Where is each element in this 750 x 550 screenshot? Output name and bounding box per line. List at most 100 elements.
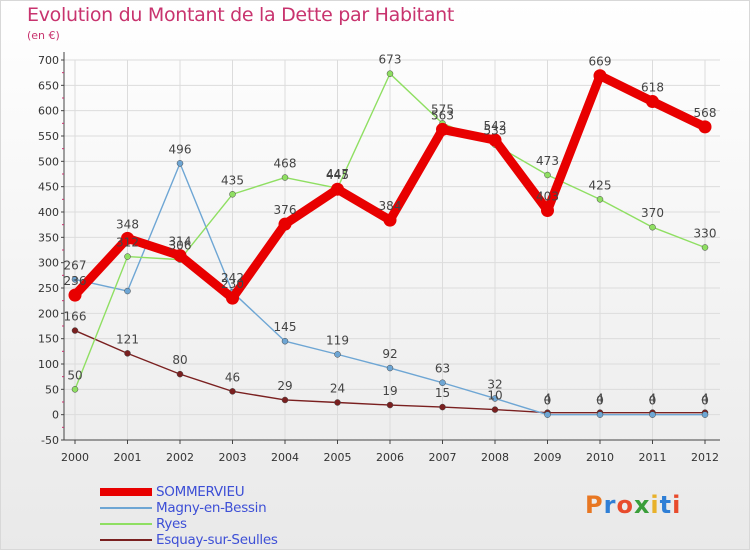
series-point — [386, 70, 394, 77]
legend-swatch — [100, 488, 152, 496]
series-point — [436, 122, 449, 136]
data-label: 0 — [544, 394, 552, 408]
y-tick-label: 350 — [38, 231, 59, 244]
x-tick-label: 2006 — [376, 451, 404, 464]
data-label: 435 — [221, 173, 244, 187]
data-label: 46 — [225, 370, 240, 384]
logo-letter: o — [616, 491, 634, 519]
series-point — [596, 411, 604, 418]
y-tick-label: 50 — [45, 383, 59, 396]
series-point — [71, 327, 79, 334]
data-label: 542 — [484, 119, 507, 133]
series-point — [386, 401, 394, 409]
x-tick-label: 2011 — [639, 451, 667, 464]
legend-item: Ryes — [100, 516, 360, 532]
data-label: 370 — [641, 206, 664, 220]
series-point — [698, 120, 712, 134]
data-label: 15 — [435, 386, 450, 400]
data-label: 267 — [64, 258, 87, 272]
data-label: 0 — [649, 394, 657, 408]
legend-label: Esquay-sur-Seulles — [156, 532, 278, 548]
y-tick-label: 400 — [38, 206, 59, 219]
y-tick-label: 500 — [38, 155, 59, 168]
series-point — [281, 174, 289, 181]
series-point — [593, 69, 607, 83]
series-point — [229, 191, 236, 198]
data-label: 563 — [431, 108, 454, 122]
logo-letter: t — [659, 491, 673, 519]
series-point — [124, 287, 131, 295]
series-point — [331, 182, 344, 196]
logo-letter: i — [650, 491, 660, 519]
legend-swatch — [100, 507, 152, 509]
y-tick-label: -50 — [41, 434, 59, 447]
data-label: 32 — [487, 377, 502, 391]
data-label: 330 — [694, 226, 717, 240]
series-point — [544, 411, 551, 418]
legend-label: SOMMERVIEU — [156, 484, 245, 500]
series-point — [596, 196, 604, 203]
data-label: 376 — [274, 203, 297, 217]
data-label: 312 — [116, 236, 139, 250]
y-tick-label: 650 — [38, 79, 59, 92]
y-tick-label: 450 — [38, 181, 59, 194]
series-point — [173, 249, 187, 263]
data-label: 575 — [431, 102, 454, 116]
data-label: 473 — [536, 154, 559, 168]
data-label: 19 — [382, 384, 397, 398]
data-label: 445 — [326, 168, 349, 182]
legend-item: Magny-en-Bessin — [100, 500, 360, 516]
legend-swatch — [100, 523, 152, 525]
series-point — [646, 95, 659, 109]
y-tick-label: 100 — [38, 358, 59, 371]
y-tick-label: 0 — [52, 409, 59, 422]
data-label: 669 — [589, 55, 612, 69]
data-label: 403 — [536, 189, 559, 203]
y-tick-label: 200 — [38, 307, 59, 320]
series-point — [229, 388, 236, 395]
series-point — [334, 399, 341, 406]
x-tick-label: 2005 — [324, 451, 352, 464]
series-point — [701, 244, 709, 251]
series-point — [176, 160, 184, 167]
y-tick-label: 600 — [38, 105, 59, 118]
y-tick-label: 700 — [38, 54, 59, 67]
series-point — [491, 406, 499, 413]
series-point — [334, 351, 341, 358]
legend-label: Ryes — [156, 516, 187, 532]
series-point — [71, 386, 79, 393]
series-point — [124, 253, 131, 260]
data-label: 166 — [64, 310, 87, 324]
series-point — [541, 203, 554, 217]
data-label: 63 — [435, 362, 450, 376]
series-point — [281, 396, 289, 404]
data-label: 468 — [274, 157, 297, 171]
y-tick-label: 150 — [38, 333, 59, 346]
data-label: 50 — [67, 368, 82, 382]
x-tick-label: 2009 — [534, 451, 562, 464]
data-label: 0 — [701, 394, 709, 408]
data-label: 306 — [169, 239, 192, 253]
series-point — [121, 231, 134, 245]
logo-letter: i — [672, 491, 682, 519]
y-tick-label: 250 — [38, 282, 59, 295]
series-point — [383, 213, 397, 227]
logo-letter: x — [633, 491, 651, 519]
x-tick-label: 2007 — [429, 451, 457, 464]
data-label: 236 — [64, 274, 87, 288]
legend-label: Magny-en-Bessin — [156, 500, 267, 516]
data-label: 673 — [379, 53, 402, 67]
legend-swatch — [100, 539, 152, 541]
x-tick-label: 2012 — [691, 451, 719, 464]
data-label: 384 — [379, 199, 402, 213]
series-point — [439, 403, 446, 411]
series-point — [68, 288, 82, 302]
data-label: 121 — [116, 332, 139, 346]
data-label: 496 — [169, 142, 192, 156]
x-tick-label: 2002 — [166, 451, 194, 464]
data-label: 314 — [169, 235, 192, 249]
series-point — [386, 364, 394, 372]
data-label: 4 — [544, 392, 552, 406]
series-point — [701, 411, 709, 418]
